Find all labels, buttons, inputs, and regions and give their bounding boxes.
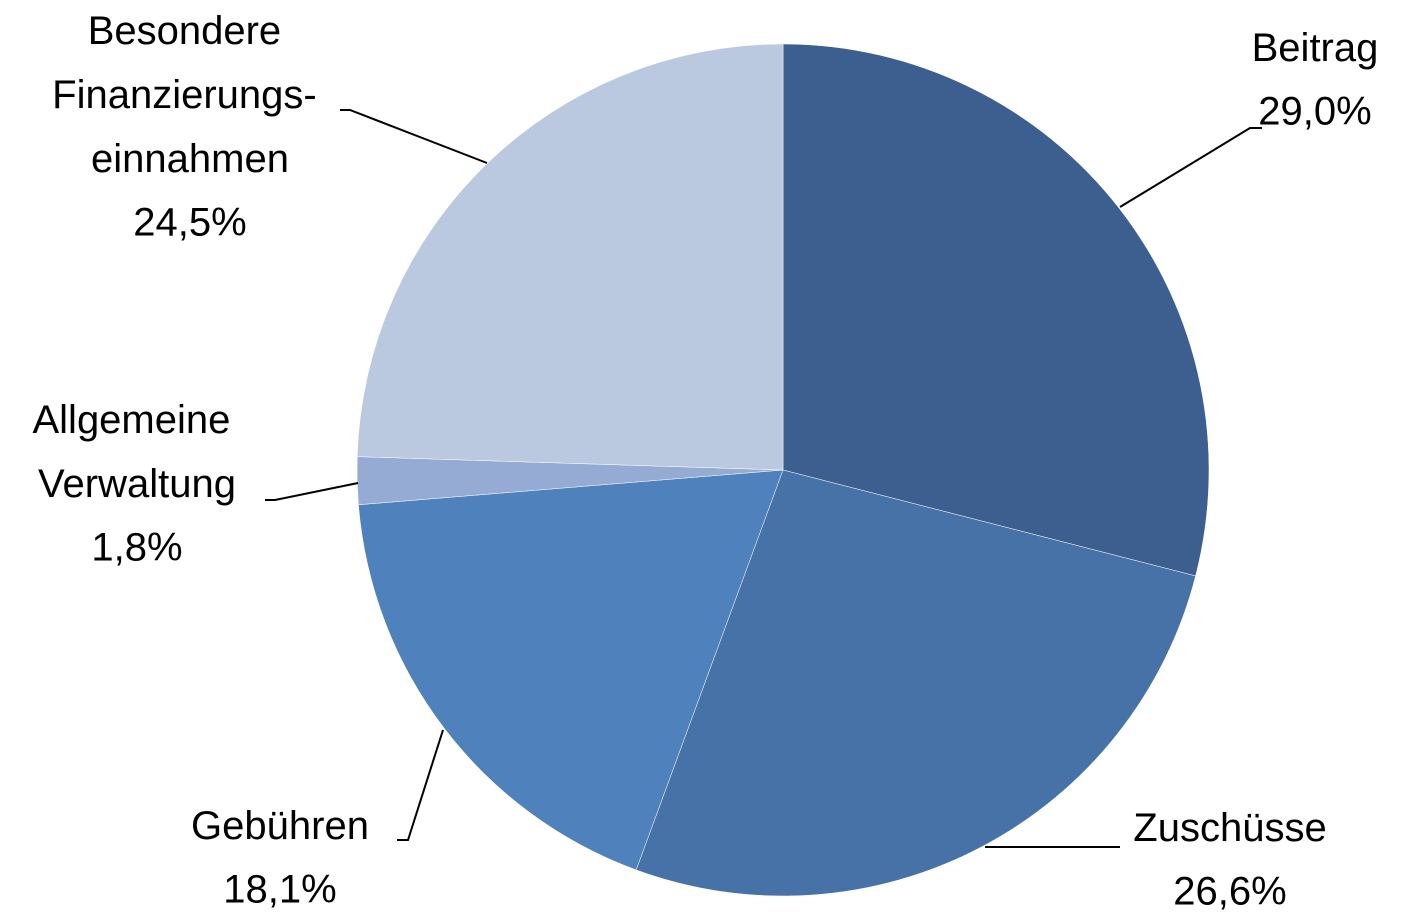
category-label: Allgemeine Verwaltung	[32, 398, 241, 506]
leader-line	[265, 482, 359, 501]
pie-slice	[356, 43, 784, 471]
leader-line	[340, 109, 488, 164]
category-label: Besondere Finanzierungs- einnahmen	[52, 9, 328, 181]
category-label: Beitrag	[1252, 26, 1379, 70]
value-label: 29,0%	[1258, 90, 1371, 134]
pie-slice	[635, 469, 1196, 897]
leader-line	[1119, 127, 1262, 208]
value-label: 1,8%	[91, 526, 182, 570]
pie-slice	[782, 43, 1210, 577]
leader-line	[397, 729, 444, 841]
value-label: 24,5%	[133, 201, 246, 245]
value-label: 18,1%	[223, 868, 336, 912]
category-label: Gebühren	[191, 804, 369, 848]
category-label: Zuschüsse	[1133, 806, 1326, 850]
pie-slice	[358, 469, 784, 871]
value-label: 26,6%	[1173, 870, 1286, 914]
